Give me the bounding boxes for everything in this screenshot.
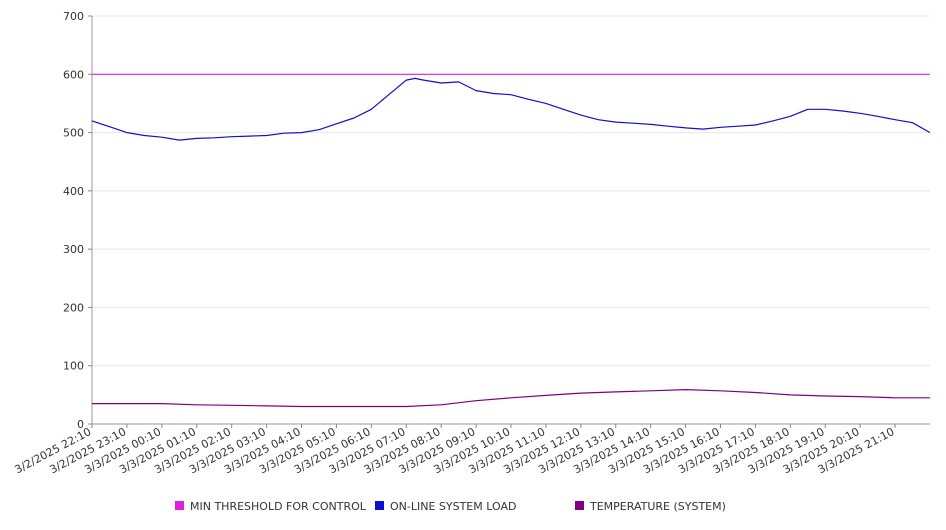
legend-label-2: ON-LINE SYSTEM LOAD bbox=[390, 500, 516, 513]
y-tick-label: 200 bbox=[63, 301, 84, 314]
grid-layer bbox=[92, 15, 930, 367]
y-tick-label: 100 bbox=[63, 360, 84, 373]
legend-swatch-3 bbox=[575, 501, 584, 510]
x-tick-labels: 3/2/2025 22:103/2/2025 23:103/3/2025 00:… bbox=[13, 424, 896, 476]
legend-swatch-1 bbox=[175, 501, 184, 510]
y-tick-label: 300 bbox=[63, 243, 84, 256]
series-line-2 bbox=[91, 77, 931, 141]
legend-swatch-2 bbox=[375, 501, 384, 510]
y-tick-label: 0 bbox=[77, 418, 84, 431]
y-tick-label: 700 bbox=[63, 10, 84, 23]
y-tick-label: 500 bbox=[63, 127, 84, 140]
legend-label-3: TEMPERATURE (SYSTEM) bbox=[589, 500, 726, 513]
y-tick-label: 600 bbox=[63, 68, 84, 81]
legend: MIN THRESHOLD FOR CONTROL ON-LINE SYSTEM … bbox=[175, 500, 726, 513]
y-tick-label: 400 bbox=[63, 185, 84, 198]
legend-label-1: MIN THRESHOLD FOR CONTROL bbox=[190, 500, 367, 513]
series-line-3 bbox=[92, 389, 930, 408]
axis-layer: 0 100 200 300 400 500 600 700 bbox=[63, 10, 930, 431]
series-layer bbox=[91, 73, 931, 408]
